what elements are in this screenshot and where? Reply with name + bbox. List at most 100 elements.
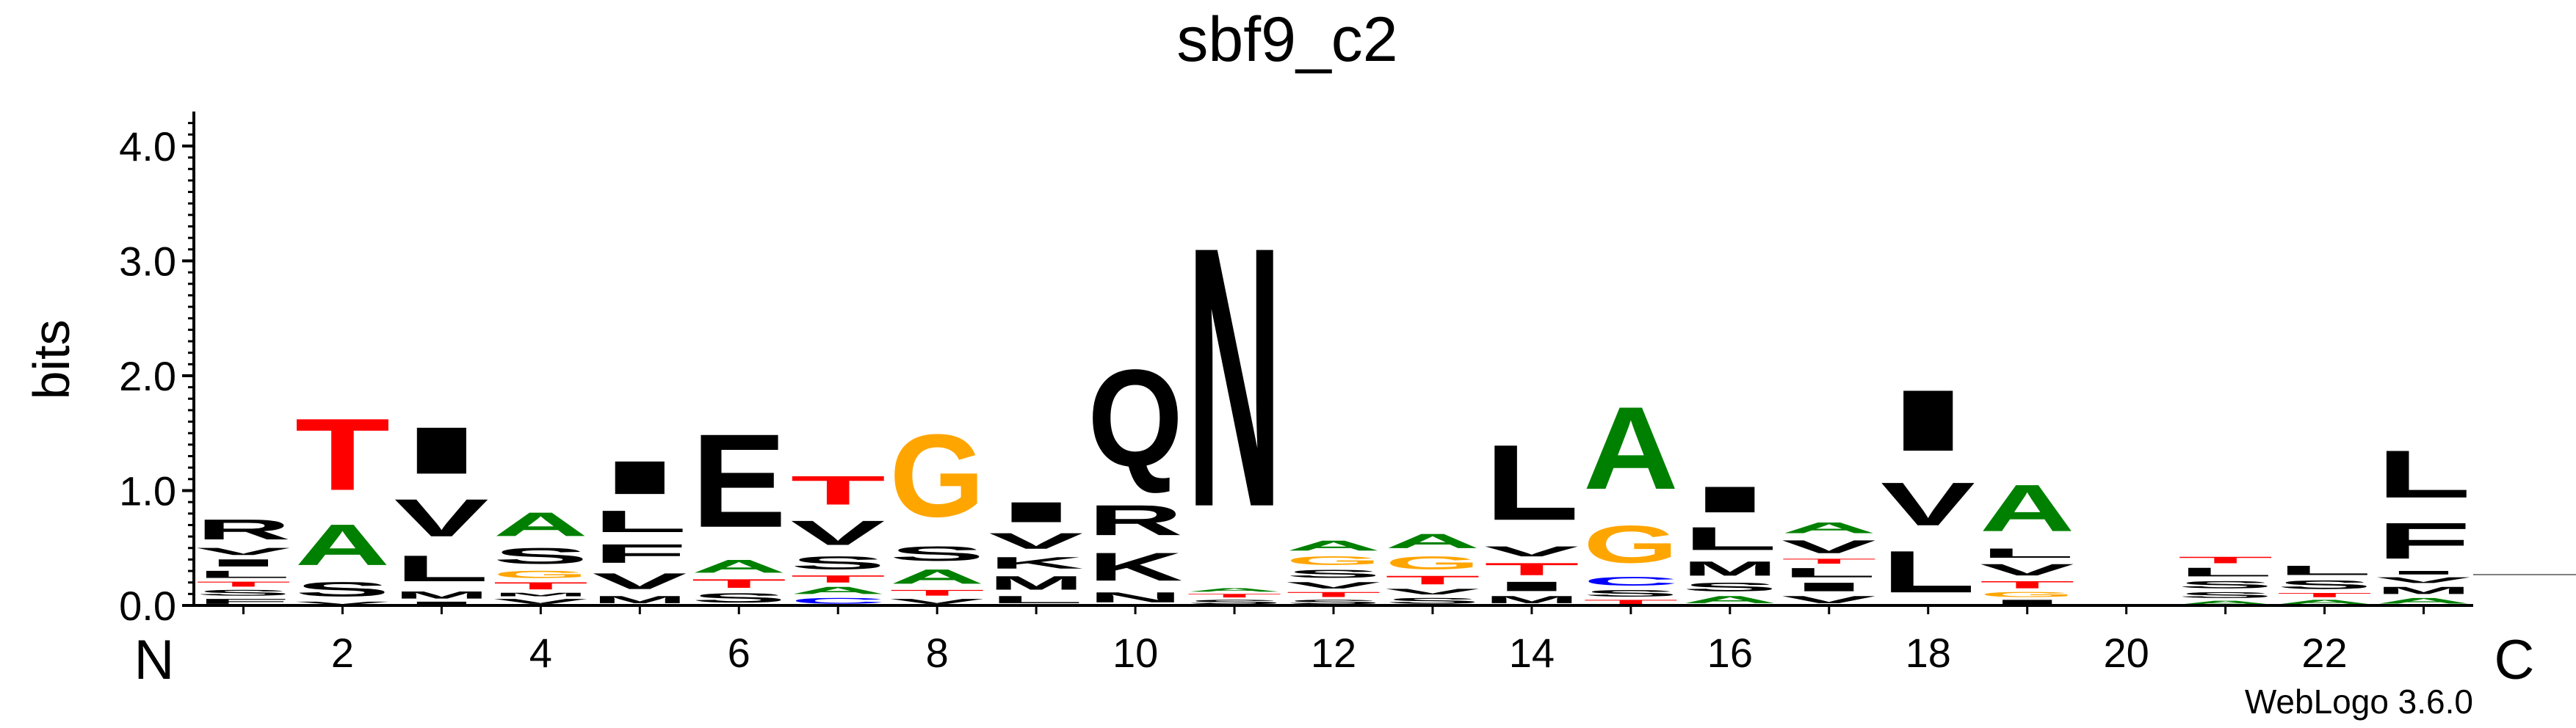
logo-letter-v: V [1881, 470, 1975, 539]
logo-letter-t: T [196, 580, 292, 589]
logo-letter-i: I [2376, 569, 2471, 575]
y-tick-label: 2.0 [119, 353, 176, 399]
logo-letter-a: A [1682, 594, 1778, 605]
logo-letter-l: L [196, 569, 292, 580]
y-tick-label: 0.0 [119, 583, 176, 629]
logo-letter-t: T [1484, 559, 1580, 579]
logo-letter-k: K [988, 554, 1084, 572]
logo-letter-s: S [2178, 591, 2273, 600]
logo-letter-s: S [1187, 599, 1282, 605]
logo-letter-r: R [196, 513, 292, 545]
x-axis-ticks: 2 4 6 8 10 12 14 16 18 20 22 [242, 605, 2425, 676]
logo-letter-s: S [1286, 599, 1381, 605]
logo-letter-i: I [593, 451, 688, 504]
logo-letter-t: T [2178, 555, 2273, 565]
logo-stacks: FSTLIVRVSATIMLVIVMTGSAMVFLISTAECATSVTVTA… [196, 170, 2472, 605]
logo-letter-t: T [1583, 599, 1679, 605]
logo-letter-i: I [394, 413, 490, 487]
logo-letter-t: T [2277, 592, 2373, 598]
logo-letter-n: N [1088, 589, 1183, 605]
logo-letter-s: S [196, 589, 292, 598]
logo-letter-v: V [889, 597, 984, 605]
x-tick-label: 14 [1509, 630, 1555, 676]
logo-letter-r: R [1088, 496, 1183, 545]
logo-letter-a: A [2277, 599, 2373, 605]
x-tick-label: 18 [1906, 630, 1951, 676]
n-terminus-label: N [134, 629, 175, 691]
logo-letter-i: I [1484, 579, 1580, 594]
logo-letter-i: I [988, 496, 1083, 528]
logo-letter-a: A [1980, 471, 2075, 546]
x-tick-label: 2 [331, 630, 354, 676]
logo-letter-g: G [889, 410, 985, 542]
x-tick-label: 16 [1707, 630, 1753, 676]
logo-letter-a: A [493, 505, 589, 543]
logo-letter-t: T [1385, 573, 1480, 587]
logo-letter-v: V [295, 601, 390, 605]
x-tick-label: 12 [1311, 630, 1356, 676]
logo-letter-a: A [2376, 596, 2472, 605]
logo-letter-s: S [295, 578, 391, 600]
logo-letter-a: A [790, 585, 886, 597]
logo-letter-s: S [1286, 567, 1381, 580]
y-tick-label: 4.0 [119, 123, 176, 170]
logo-letter-g: G [1385, 553, 1480, 573]
logo-letter-v: V [1781, 594, 1876, 605]
logo-letter-a: A [889, 565, 985, 588]
logo-letter-s: S [1583, 589, 1679, 599]
logo-letter-m: M [593, 594, 688, 605]
logo-letter-l: L [1980, 546, 2075, 561]
logo-letter-t: T [889, 588, 985, 597]
logo-letter-m: M [1682, 557, 1778, 580]
logo-letter-e: E [691, 407, 786, 556]
logo-letter-f: F [196, 597, 292, 605]
logo-letter-t: T [493, 580, 589, 592]
logo-letter-v: V [196, 546, 291, 558]
logo-letter-g: G [1286, 554, 1381, 568]
x-tick-label: 20 [2104, 630, 2149, 676]
logo-letter-l: L [2376, 436, 2472, 512]
logo-letter-q: Q [1088, 341, 1183, 495]
logo-letter-m: M [1484, 594, 1580, 605]
x-tick-label: 8 [926, 630, 949, 676]
logo-letter-s: S [2178, 579, 2273, 591]
logo-letter-l: L [593, 504, 688, 539]
logo-letter-g: G [493, 569, 589, 580]
y-axis-ticks: 0.0 1.0 2.0 3.0 4.0 [119, 122, 194, 629]
logo-letter-i: I [1881, 372, 1976, 470]
logo-letter-g: G [1980, 591, 2075, 599]
x-tick-label: 10 [1112, 630, 1158, 676]
logo-letter-l: L [1484, 422, 1580, 542]
logo-letter-s: S [691, 591, 786, 605]
logo-letter-i: I [196, 557, 291, 569]
logo-letter-i: I [1781, 580, 1876, 594]
logo-letter-a: A [691, 556, 786, 577]
logo-letter-v: V [1484, 544, 1579, 560]
logo-letter-f: F [593, 539, 688, 569]
logo-letter-v: V [493, 597, 588, 605]
logo-letter-l: L [988, 594, 1084, 605]
logo-letter-t: T [790, 467, 886, 513]
logo-letter-v: V [394, 488, 489, 547]
logo-letter-t: T [691, 577, 786, 591]
logo-letter-a: A [1583, 383, 1679, 514]
logo-letter-v: V [1385, 587, 1480, 596]
logo-letter-c: C [1583, 575, 1679, 589]
logo-letter-a: A [1187, 587, 1282, 593]
c-terminus-label: C [2494, 629, 2535, 691]
logo-letter-v: V [988, 528, 1083, 553]
logo-letter-a: A [1385, 530, 1480, 553]
logo-letter-v: V [1980, 561, 2074, 579]
logo-letter-t: T [790, 573, 886, 585]
logo-letter-s: S [493, 544, 589, 569]
logo-letter-m: M [2376, 585, 2472, 597]
logo-letter-i: I [1682, 479, 1778, 520]
logo-letter-i: I [394, 601, 490, 605]
logo-letter-t: T [1286, 591, 1381, 599]
chart-title: sbf9_c2 [1176, 4, 1397, 75]
logo-letter-l: L [1881, 539, 1976, 605]
logo-letter-l: L [2277, 563, 2373, 578]
logo-letter-v: V [790, 514, 885, 553]
logo-letter-g: G [1583, 515, 1679, 575]
